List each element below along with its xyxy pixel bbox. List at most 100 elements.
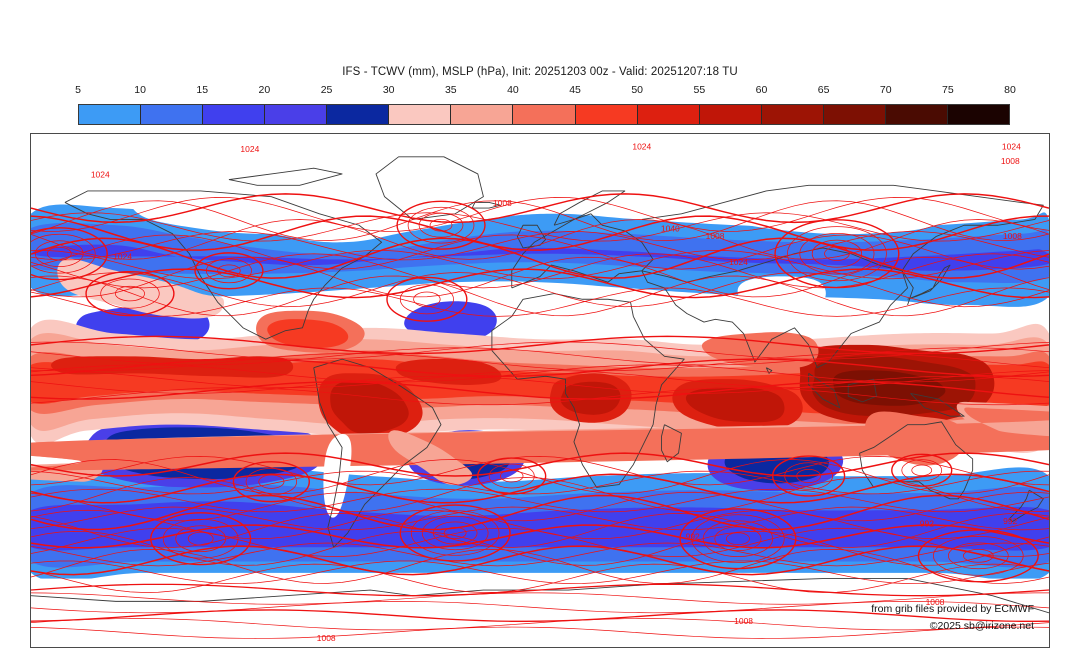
colorbar-swatch-5-10 — [79, 105, 142, 124]
isobar-label-layer: 1024 1024 1024 1008 1024 1008 1040 1008 1008 1024… — [91, 141, 1022, 642]
colorbar-swatch-50-55 — [637, 105, 700, 124]
isobar-high-siberia — [824, 246, 850, 261]
coast-arctic-islands — [228, 167, 343, 186]
isobar-high-n-pacific — [114, 285, 145, 302]
coast-new-guinea — [910, 392, 965, 417]
isobar-high-n-america — [217, 264, 241, 278]
colorbar-tick-35: 35 — [444, 84, 457, 96]
isobar-zonal — [31, 470, 1049, 495]
isobar-low-se-pacific — [187, 531, 214, 546]
isobar-low-s-pacific — [933, 536, 1024, 576]
isobar-zonal — [31, 524, 1049, 549]
isobar-zonal — [31, 193, 1049, 224]
colorbar-tick-10: 10 — [134, 84, 146, 96]
colorbar-swatch-10-15 — [141, 105, 204, 124]
coast-south-america — [313, 358, 442, 548]
isobar-low-s-indian — [702, 520, 774, 558]
coast-iceland — [471, 201, 501, 209]
isobar-high-s-indian — [772, 455, 846, 497]
isobar-zonal — [31, 560, 1049, 585]
coast-new-zealand — [1008, 489, 1044, 523]
isobar-zonal — [31, 459, 1049, 494]
isobar-zonal — [31, 488, 1049, 513]
isobar-zonal — [31, 364, 1049, 383]
isobar-low-aleutian — [31, 227, 108, 281]
isobar-low-icelandic — [407, 206, 475, 244]
isobar-label-1008-7: 1008 — [706, 231, 725, 241]
coast-antarctica — [31, 578, 1049, 614]
isobar-low-aleutian — [31, 233, 96, 274]
colorbar-swatch-20-25 — [265, 105, 328, 124]
isobar-zonal — [31, 219, 1049, 260]
isobar-label-1008-15: 1008 — [734, 616, 753, 626]
isobar-low-s-atlantic — [432, 521, 478, 545]
isobar-high-s-pacific — [232, 461, 310, 503]
isobar-label-1024-10: 1024 — [729, 257, 748, 267]
colorbar-tick-65: 65 — [817, 84, 830, 96]
tcwv-sacz — [388, 430, 473, 485]
colorbar-swatch-55-60 — [699, 105, 762, 124]
isobar-low-s-atlantic — [410, 510, 500, 556]
isobar-zonal — [31, 583, 1049, 597]
colorbar-swatch-75-80 — [947, 105, 1009, 124]
page-title: IFS - TCWV (mm), MSLP (hPa), Init: 20251… — [342, 66, 738, 78]
tcwv-amazon-core — [330, 381, 409, 434]
isobar-low-se-pacific — [150, 512, 252, 566]
isobar-high-australia — [891, 453, 953, 487]
isobar-low-se-pacific — [162, 518, 239, 559]
isobar-high-s-indian — [784, 462, 833, 490]
isobar-high-n-america — [194, 252, 264, 290]
isobar-high-s-atlantic — [500, 469, 524, 483]
credit-source: from grib files provided by ECMWF — [871, 603, 1034, 615]
isobar-zonal — [31, 256, 1049, 298]
isobar-low-icelandic — [418, 212, 464, 238]
tcwv-maritime-peak — [832, 370, 946, 406]
isobar-high-n-america — [205, 258, 252, 284]
isobar-low-s-pacific — [917, 529, 1039, 583]
colorbar: 5 10 15 20 25 30 35 40 45 50 55 60 65 70 75 80 — [75, 84, 1016, 126]
isobar-zonal — [31, 215, 1049, 251]
colorbar-swatch-70-75 — [885, 105, 948, 124]
colorbar-swatch-65-70 — [823, 105, 886, 124]
isobar-high-s-atlantic — [488, 463, 535, 489]
colorbar-tick-5: 5 — [75, 84, 81, 96]
isobar-high-s-atlantic — [477, 457, 547, 495]
isobar-low-icelandic — [396, 200, 486, 250]
isobar-zonal — [31, 231, 1049, 261]
isobar-zonal — [31, 530, 1049, 566]
colorbar-tick-25: 25 — [320, 84, 333, 96]
isobar-zonal — [31, 512, 1049, 548]
isobar-high-siberia — [774, 219, 900, 289]
isobar-low-s-indian — [725, 532, 750, 546]
isobar-high-n-pacific — [100, 278, 160, 309]
credit-copyright: ©2025 sb@irizone.net — [929, 620, 1034, 632]
isobar-layer — [31, 193, 1049, 639]
isobar-label-1024-0: 1024 — [240, 144, 259, 154]
tcwv-andes-dry — [323, 433, 352, 518]
colorbar-swatch-35-40 — [451, 105, 514, 124]
map-panel[interactable]: 1024 1024 1024 1008 1024 1008 1040 1008 1008 1024… — [30, 133, 1050, 648]
coast-north-america — [64, 190, 383, 340]
isobar-zonal — [31, 618, 1049, 631]
isobar-label-1024-4: 1024 — [91, 170, 110, 180]
colorbar-tick-80: 80 — [1004, 84, 1016, 96]
isobar-low-s-atlantic — [399, 504, 511, 562]
isobar-low-se-pacific — [175, 525, 226, 553]
world-map-svg: 1024 1024 1024 1008 1024 1008 1040 1008 1008 1024… — [31, 134, 1049, 647]
isobar-zonal — [31, 626, 1049, 639]
tcwv-gulf-core — [267, 319, 349, 349]
coast-japan — [907, 264, 951, 300]
isobar-zonal — [31, 592, 1049, 605]
isobar-label-992-12: 992 — [920, 518, 934, 528]
isobar-zonal — [31, 370, 1049, 388]
coastline-layer — [31, 156, 1049, 614]
isobar-zonal — [31, 253, 1049, 289]
isobar-zonal — [31, 268, 1049, 299]
isobar-low-s-pacific — [962, 548, 994, 563]
isobar-zonal — [31, 387, 1049, 406]
isobar-high-siberia — [799, 233, 875, 275]
isobar-zonal — [31, 341, 1049, 360]
colorbar-swatch-40-45 — [513, 105, 576, 124]
isobar-low-s-indian — [679, 508, 797, 570]
isobar-zonal — [31, 491, 1049, 522]
